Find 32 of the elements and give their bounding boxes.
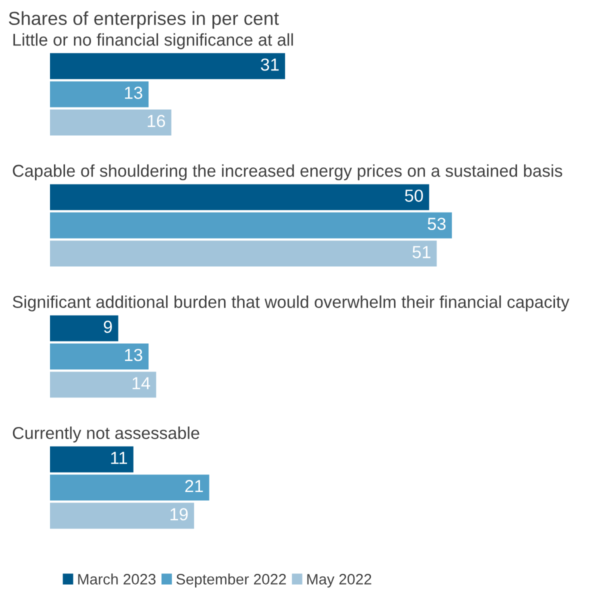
- data-label: 51: [412, 246, 430, 258]
- bar: [50, 184, 430, 210]
- data-label: 50: [404, 190, 423, 202]
- bar: [50, 240, 437, 267]
- y-tick-label: Capable of shouldering the increased energy prices on a sustained basis: [12, 164, 562, 180]
- bar: [50, 446, 134, 472]
- bar: [50, 81, 149, 108]
- legend-label: May 2022: [307, 574, 372, 588]
- bar: [50, 315, 118, 342]
- data-label: 14: [132, 377, 150, 390]
- legend-label: September 2022: [176, 574, 286, 588]
- data-label: 19: [170, 508, 188, 520]
- bar: [50, 474, 210, 501]
- bar: [50, 344, 149, 370]
- bar: [50, 502, 194, 529]
- chart-title: Shares of enterprises in per cent: [8, 11, 279, 29]
- bar: [50, 110, 172, 136]
- bar: [50, 53, 286, 80]
- data-label: 13: [125, 348, 142, 362]
- data-label: 21: [185, 480, 203, 492]
- data-label: 11: [111, 452, 128, 464]
- bar: [50, 212, 452, 238]
- data-label: 13: [125, 86, 142, 99]
- data-label: 53: [428, 218, 446, 230]
- bar: [50, 372, 156, 398]
- legend-label: March 2023: [78, 574, 156, 585]
- data-label: 31: [260, 58, 279, 71]
- y-tick-label: Currently not assessable: [12, 426, 200, 442]
- data-label: 16: [148, 114, 166, 128]
- data-label: 9: [104, 320, 112, 333]
- y-tick-label: Little or no financial significance at all: [13, 33, 293, 50]
- y-tick-label: Significant additional burden that would overwhelm their financial capacity: [12, 295, 570, 312]
